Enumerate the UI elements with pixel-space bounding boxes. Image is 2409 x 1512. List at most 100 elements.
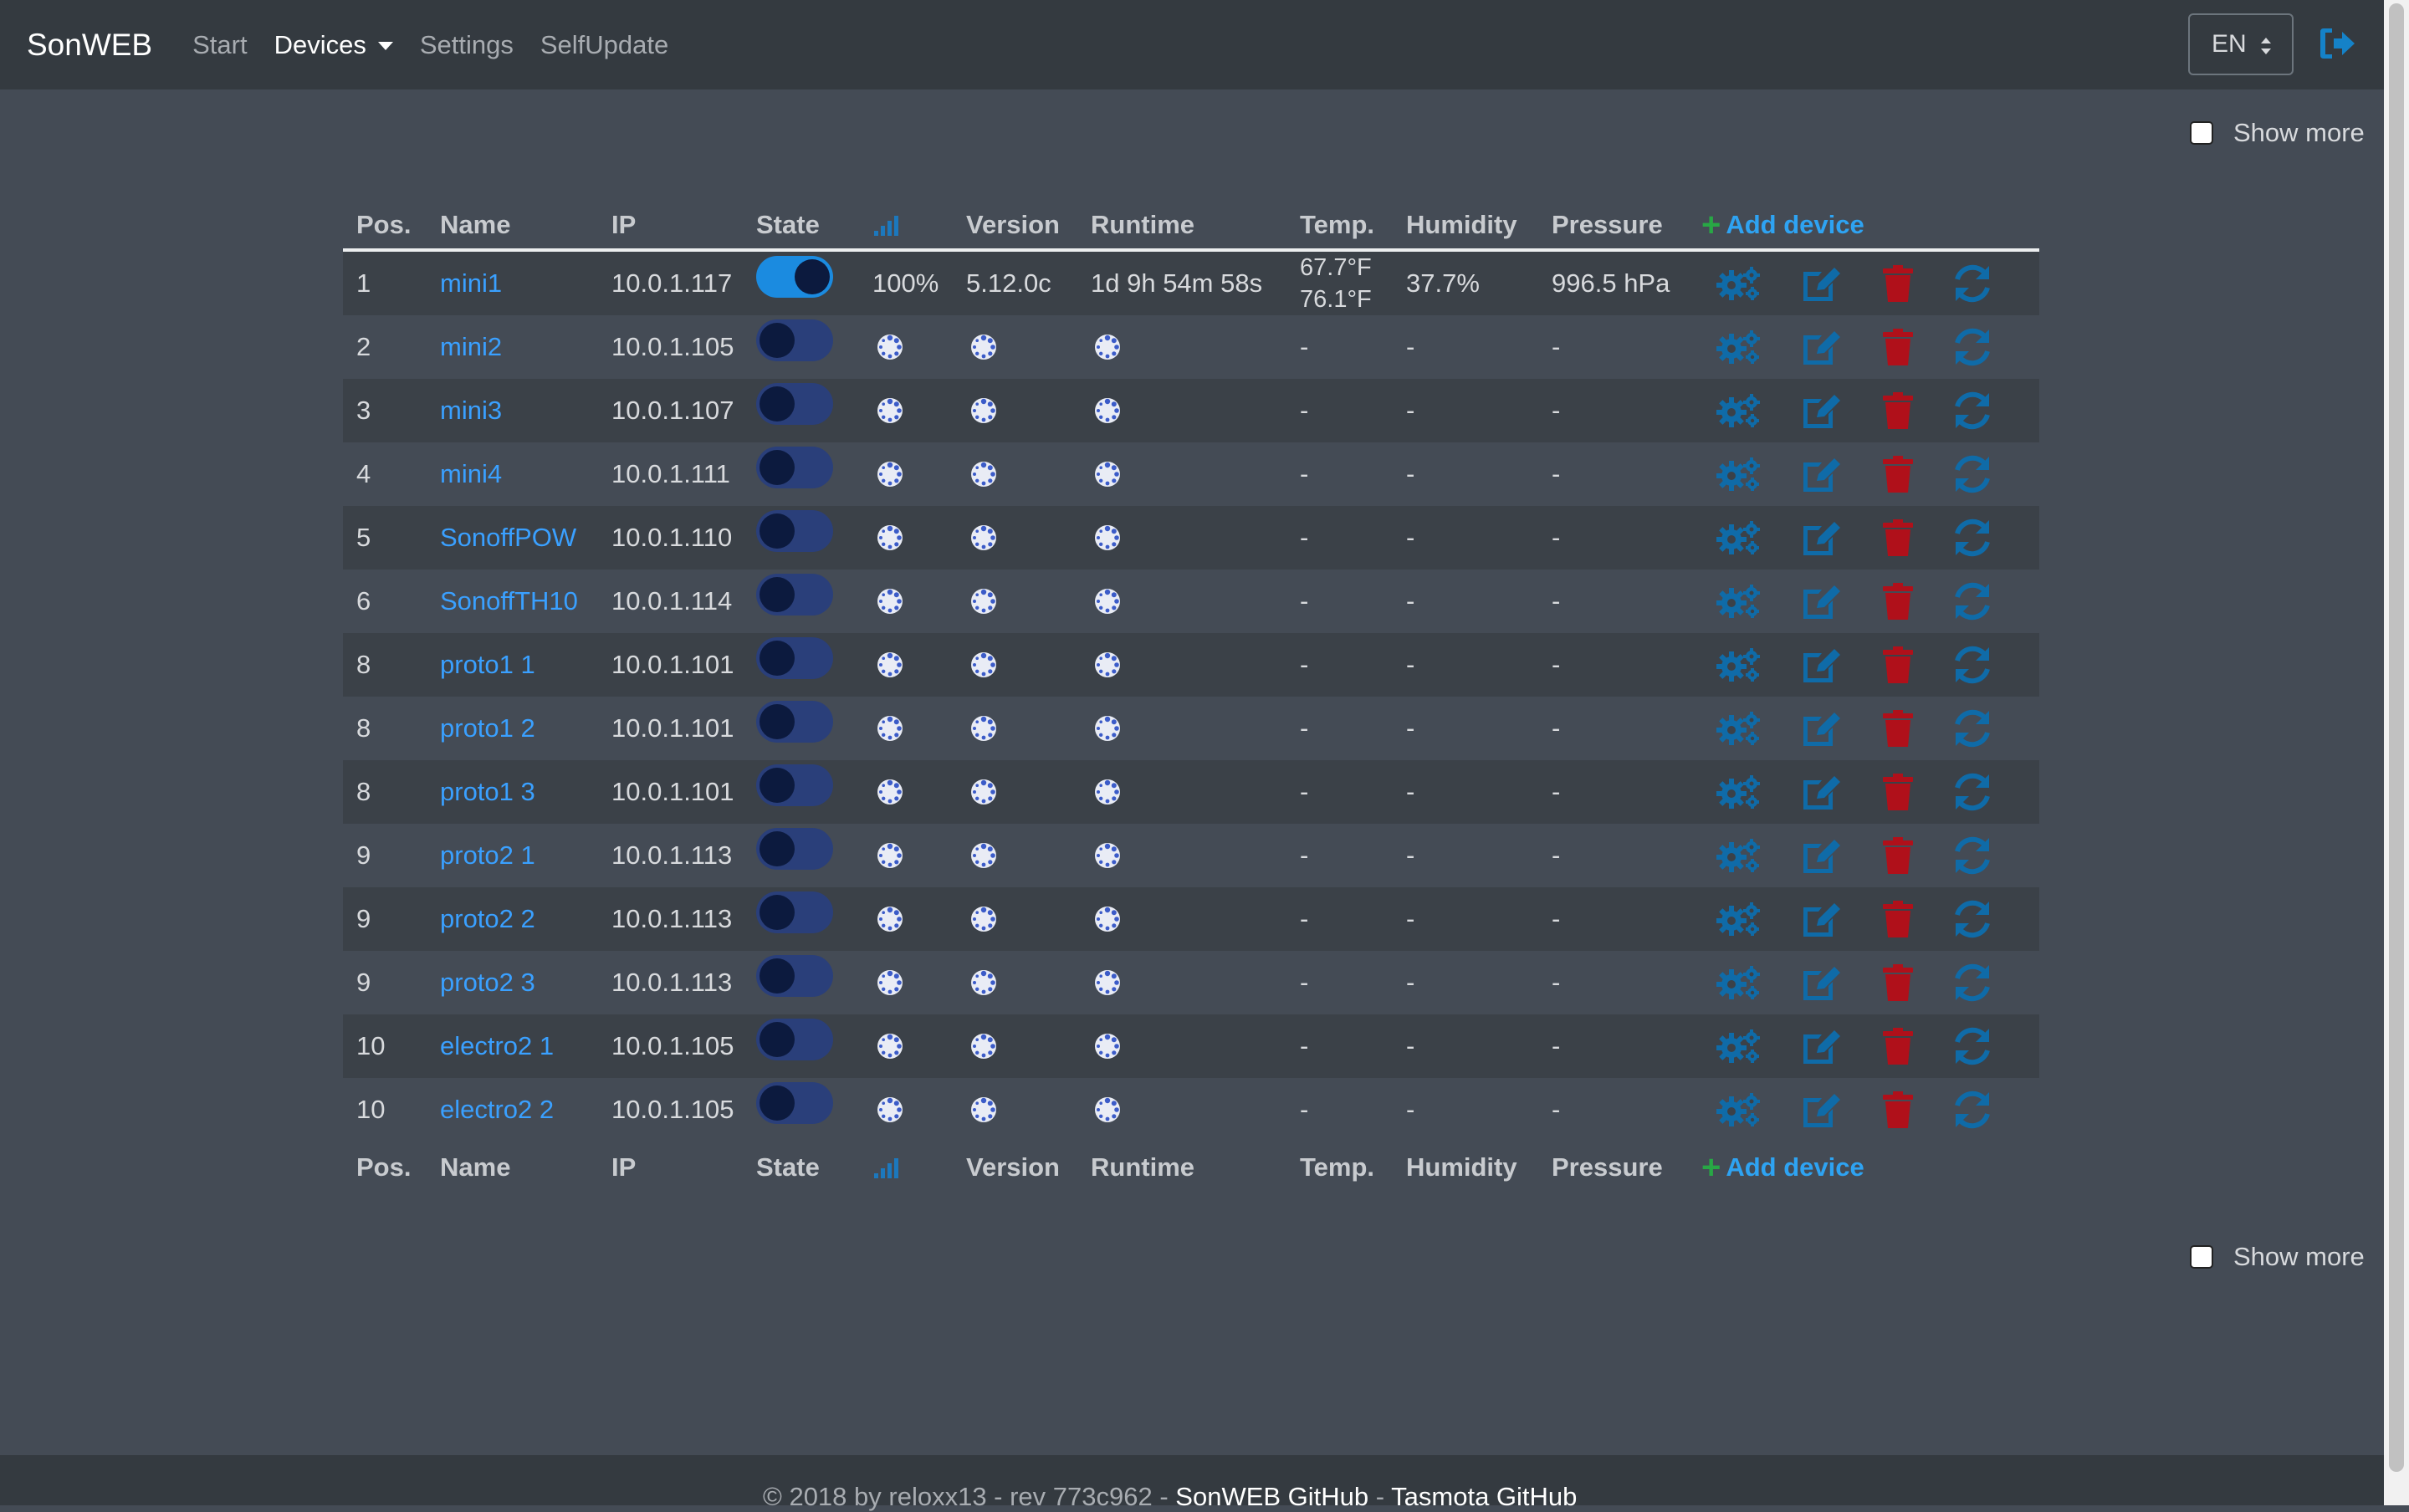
trash-icon[interactable] <box>1882 379 1914 442</box>
trash-icon[interactable] <box>1882 506 1914 570</box>
edit-icon[interactable] <box>1800 1078 1842 1142</box>
power-toggle[interactable] <box>756 955 833 997</box>
device-name-link[interactable]: electro2 1 <box>440 1031 555 1060</box>
refresh-icon[interactable] <box>1952 951 1992 1014</box>
edit-icon[interactable] <box>1800 887 1842 951</box>
refresh-icon[interactable] <box>1952 1014 1992 1078</box>
refresh-icon[interactable] <box>1952 824 1992 887</box>
device-name-link[interactable]: electro2 2 <box>440 1095 555 1124</box>
edit-icon[interactable] <box>1800 760 1842 824</box>
refresh-icon[interactable] <box>1952 379 1992 442</box>
edit-icon[interactable] <box>1800 315 1842 379</box>
cogs-icon[interactable] <box>1716 252 1763 315</box>
edit-icon[interactable] <box>1800 379 1842 442</box>
brand-logo[interactable]: SonWEB <box>27 27 153 62</box>
trash-icon[interactable] <box>1882 824 1914 887</box>
device-name-link[interactable]: mini3 <box>440 396 503 425</box>
cogs-icon[interactable] <box>1716 633 1763 697</box>
nav-devices-dropdown[interactable]: Devices <box>274 30 393 60</box>
edit-icon[interactable] <box>1800 506 1842 570</box>
device-name-link[interactable]: mini1 <box>440 268 503 298</box>
edit-icon[interactable] <box>1800 570 1842 633</box>
power-toggle[interactable] <box>756 637 833 679</box>
sonweb-github-link[interactable]: SonWEB GitHub <box>1175 1482 1369 1511</box>
power-toggle[interactable] <box>756 1082 833 1124</box>
device-name-link[interactable]: proto2 2 <box>440 904 535 933</box>
edit-icon[interactable] <box>1800 252 1842 315</box>
edit-icon[interactable] <box>1800 1014 1842 1078</box>
power-toggle[interactable] <box>756 764 833 806</box>
power-toggle[interactable] <box>756 319 833 361</box>
trash-icon[interactable] <box>1882 760 1914 824</box>
power-toggle[interactable] <box>756 447 833 488</box>
trash-icon[interactable] <box>1882 1078 1914 1142</box>
refresh-icon[interactable] <box>1952 633 1992 697</box>
cogs-icon[interactable] <box>1716 887 1763 951</box>
trash-icon[interactable] <box>1882 252 1914 315</box>
nav-selfupdate[interactable]: SelfUpdate <box>540 29 669 59</box>
refresh-icon[interactable] <box>1952 506 1992 570</box>
power-toggle[interactable] <box>756 383 833 425</box>
cogs-icon[interactable] <box>1716 1078 1763 1142</box>
trash-icon[interactable] <box>1882 633 1914 697</box>
device-name-link[interactable]: SonoffPOW <box>440 523 577 552</box>
device-name-link[interactable]: mini2 <box>440 332 503 361</box>
nav-start[interactable]: Start <box>192 29 248 59</box>
power-toggle[interactable] <box>756 256 833 298</box>
cogs-icon[interactable] <box>1716 760 1763 824</box>
add-device-button[interactable]: + Add device <box>1701 202 1864 248</box>
scrollbar-thumb[interactable] <box>2389 3 2404 1472</box>
cogs-icon[interactable] <box>1716 951 1763 1014</box>
device-name-link[interactable]: proto1 2 <box>440 713 535 743</box>
trash-icon[interactable] <box>1882 442 1914 506</box>
add-device-button[interactable]: + Add device <box>1701 1142 1864 1193</box>
refresh-icon[interactable] <box>1952 252 1992 315</box>
cogs-icon[interactable] <box>1716 442 1763 506</box>
trash-icon[interactable] <box>1882 570 1914 633</box>
trash-icon[interactable] <box>1882 697 1914 760</box>
trash-icon[interactable] <box>1882 887 1914 951</box>
show-more-top[interactable]: Show more <box>2190 118 2365 148</box>
edit-icon[interactable] <box>1800 824 1842 887</box>
refresh-icon[interactable] <box>1952 442 1992 506</box>
trash-icon[interactable] <box>1882 951 1914 1014</box>
nav-settings[interactable]: Settings <box>419 29 514 59</box>
trash-icon[interactable] <box>1882 315 1914 379</box>
cogs-icon[interactable] <box>1716 379 1763 442</box>
cogs-icon[interactable] <box>1716 506 1763 570</box>
cogs-icon[interactable] <box>1716 315 1763 379</box>
device-name-link[interactable]: mini4 <box>440 459 503 488</box>
device-name-link[interactable]: proto2 3 <box>440 968 535 997</box>
logout-icon[interactable] <box>2319 27 2355 60</box>
refresh-icon[interactable] <box>1952 760 1992 824</box>
device-name-link[interactable]: proto1 1 <box>440 650 535 679</box>
cogs-icon[interactable] <box>1716 570 1763 633</box>
power-toggle[interactable] <box>756 574 833 616</box>
device-name-link[interactable]: proto2 1 <box>440 840 535 870</box>
device-name-link[interactable]: proto1 3 <box>440 777 535 806</box>
device-name-link[interactable]: SonoffTH10 <box>440 586 578 616</box>
refresh-icon[interactable] <box>1952 887 1992 951</box>
power-toggle[interactable] <box>756 891 833 933</box>
power-toggle[interactable] <box>756 1019 833 1060</box>
power-toggle[interactable] <box>756 828 833 870</box>
cogs-icon[interactable] <box>1716 824 1763 887</box>
refresh-icon[interactable] <box>1952 315 1992 379</box>
show-more-checkbox[interactable] <box>2190 121 2213 145</box>
edit-icon[interactable] <box>1800 442 1842 506</box>
edit-icon[interactable] <box>1800 951 1842 1014</box>
language-select[interactable]: EN <box>2188 13 2294 75</box>
cogs-icon[interactable] <box>1716 1014 1763 1078</box>
edit-icon[interactable] <box>1800 633 1842 697</box>
power-toggle[interactable] <box>756 510 833 552</box>
refresh-icon[interactable] <box>1952 1078 1992 1142</box>
refresh-icon[interactable] <box>1952 570 1992 633</box>
edit-icon[interactable] <box>1800 697 1842 760</box>
show-more-checkbox[interactable] <box>2190 1245 2213 1269</box>
power-toggle[interactable] <box>756 701 833 743</box>
refresh-icon[interactable] <box>1952 697 1992 760</box>
trash-icon[interactable] <box>1882 1014 1914 1078</box>
cogs-icon[interactable] <box>1716 697 1763 760</box>
show-more-bottom[interactable]: Show more <box>2190 1242 2365 1272</box>
tasmota-github-link[interactable]: Tasmota GitHub <box>1391 1482 1578 1511</box>
